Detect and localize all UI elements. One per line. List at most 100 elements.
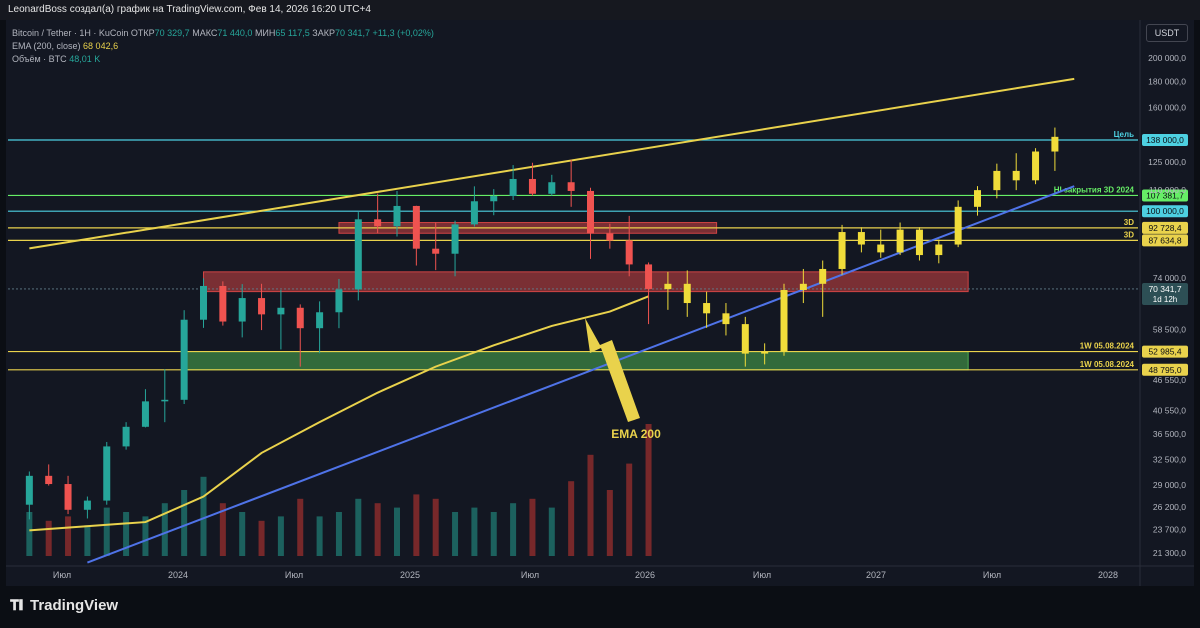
trendlines-layer (29, 77, 1075, 564)
candle (219, 285, 227, 322)
candle (393, 205, 401, 227)
trendline-1 (87, 185, 1075, 564)
price-axis: 200 000,0 180 000,0 160 000,0 125 000,0 110 … (1139, 20, 1186, 586)
price-line-label: 107 381,7 (1146, 190, 1184, 200)
volume-bar (142, 516, 149, 556)
candle (432, 248, 440, 254)
volume-bar (490, 512, 497, 556)
candle (625, 240, 633, 265)
candle (451, 224, 459, 254)
candle (141, 401, 149, 427)
volume-bar (45, 520, 52, 556)
legend-close: 70 341,7 (334, 28, 371, 38)
price-line-note: 3D (1124, 218, 1134, 227)
candle (161, 399, 169, 402)
projection-candle (954, 206, 962, 245)
price-line-tag (1142, 189, 1188, 202)
currency-button[interactable]: USDT (1146, 24, 1188, 42)
y-tick-label: 32 500,0 (1153, 455, 1186, 465)
legend-volume-row[interactable]: Объём · BTC 48,01 K (12, 53, 434, 66)
y-tick-label: 58 500,0 (1153, 325, 1186, 335)
ema200-line (29, 295, 649, 532)
volume-bar (161, 503, 168, 556)
legend-volume-value: 48,01 K (69, 54, 101, 64)
chart-caption: LeonardBoss создал(а) график на TradingV… (8, 4, 371, 15)
price-line-note: 1W 05.08.2024 (1080, 342, 1135, 351)
candle (490, 196, 498, 202)
volume-bar (645, 424, 652, 556)
volume-bar (297, 498, 304, 556)
candle (374, 219, 382, 227)
price-line-label: 100 000,0 (1146, 206, 1184, 216)
price-line-tag (1142, 221, 1188, 234)
y-tick-label: 180 000,0 (1148, 76, 1186, 86)
price-line-tag (1142, 345, 1188, 358)
x-tick-label: 2025 (400, 570, 420, 580)
legend-ema-row[interactable]: EMA (200, close) 68 042,6 (12, 40, 434, 53)
ema-layer (29, 295, 649, 532)
x-tick-label: 2024 (168, 570, 188, 580)
x-tick-label: Июл (285, 570, 303, 580)
volume-bar (432, 498, 439, 556)
y-tick-label: 40 550,0 (1153, 406, 1186, 416)
candle (335, 289, 343, 313)
volume-layer (26, 424, 652, 556)
x-tick-label: 2026 (635, 570, 655, 580)
projection-candle (819, 268, 827, 284)
legend-low: 65 117,5 (275, 28, 310, 38)
price-line-tag (1142, 205, 1188, 218)
volume-bar (452, 512, 459, 556)
volume-bar (84, 525, 91, 556)
price-line-note: HI закрытия 3D 2024 (1054, 185, 1135, 194)
candle (606, 233, 614, 241)
y-tick-label: 26 200,0 (1153, 502, 1186, 512)
y-tick-label: 125 000,0 (1148, 157, 1186, 167)
candle (567, 182, 575, 191)
projection-candle (683, 283, 691, 304)
volume-bar (587, 454, 594, 556)
caption-bar: LeonardBoss создал(а) график на TradingV… (0, 0, 1200, 20)
price-line-label: 87 634,8 (1148, 235, 1181, 245)
projection-candle (780, 290, 788, 352)
volume-bar (568, 481, 575, 556)
chart-legend: Bitcoin / Tether · 1Н · KuCoin ОТКР70 32… (12, 27, 434, 66)
projection-candle (703, 303, 711, 314)
legend-open-label: ОТКР (130, 28, 155, 38)
candle (238, 298, 246, 322)
projection-candle (799, 283, 807, 291)
x-tick-label: Июл (521, 570, 539, 580)
price-line-label: 48 795,0 (1148, 365, 1181, 375)
projection-candle (974, 190, 981, 207)
price-line-tag (1142, 134, 1188, 147)
volume-bar (335, 512, 342, 556)
candle (470, 201, 478, 225)
candle (277, 307, 285, 315)
y-tick-label: 46 550,0 (1153, 375, 1186, 385)
legend-high-label: МАКС (192, 28, 218, 38)
x-tick-label: 2028 (1098, 570, 1118, 580)
brand-name: TradingView (30, 597, 119, 614)
y-tick-label: 160 000,0 (1148, 102, 1186, 112)
candle (180, 319, 188, 400)
y-tick-label: 21 300,0 (1153, 548, 1186, 558)
candle (103, 446, 111, 501)
projection-candle (838, 232, 846, 269)
price-line-note: 3D (1124, 230, 1134, 239)
projection-candle (1012, 170, 1020, 181)
x-tick-label: 2027 (866, 570, 886, 580)
y-tick-label: 110 000,0 (1149, 185, 1186, 195)
volume-bar (374, 503, 381, 556)
candle (528, 178, 536, 194)
volume-bar (471, 507, 478, 556)
tradingview-logo[interactable]: 𝐓❙ TradingView (10, 597, 118, 614)
volume-bar (394, 507, 400, 556)
legend-symbol[interactable]: Bitcoin / Tether · 1Н · KuCoin (12, 28, 129, 38)
last-price-label: 70 341,7 (1148, 284, 1181, 294)
volume-bar (219, 503, 226, 556)
volume-bar (258, 520, 265, 556)
projection-candle (993, 170, 1001, 191)
projection-candle (896, 229, 904, 253)
candle (412, 205, 420, 249)
last-price-countdown: 1d 12h (1153, 295, 1177, 304)
